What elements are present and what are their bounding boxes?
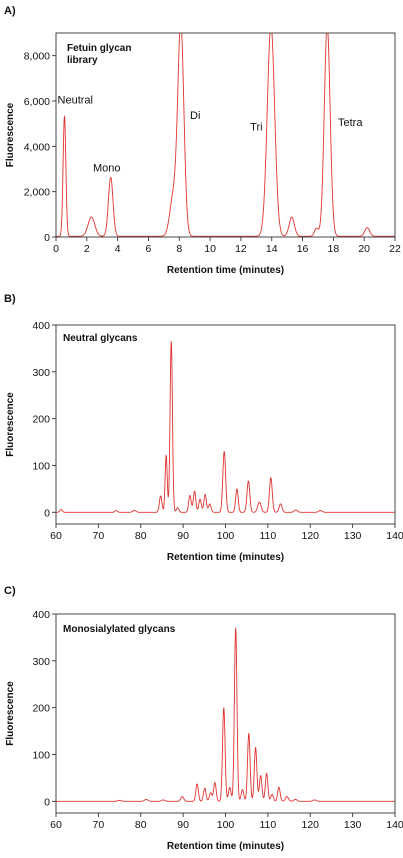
inset-title-line-2: library — [67, 55, 98, 66]
inset-title-line-1: Fetuin glycan — [67, 43, 131, 54]
panel-label-c: C) — [4, 585, 16, 597]
y-tick-label: 0 — [44, 232, 50, 244]
inset-title: Neutral glycans — [63, 333, 138, 344]
x-tick-label: 60 — [50, 530, 62, 542]
x-axis-title: Retention time (minutes) — [167, 552, 284, 563]
y-tick-label: 0 — [44, 507, 50, 519]
panel-label-a: A) — [4, 5, 16, 17]
x-tick-label: 18 — [328, 243, 340, 255]
x-tick-label: 120 — [301, 819, 319, 831]
x-tick-label: 4 — [115, 243, 121, 255]
y-tick-labels: 0 2,000 4,000 6,000 8,000 — [24, 51, 50, 244]
chromatogram-trace — [56, 340, 395, 513]
peak-label: Mono — [93, 162, 121, 174]
x-tick-label: 90 — [177, 530, 189, 542]
chart-panel-a: A) 0 2,000 4,000 6,000 8,000 0 2 4 6 8 10 12 14 16 18… — [4, 5, 401, 276]
y-tick-label: 300 — [32, 367, 50, 379]
x-tick-label: 22 — [389, 243, 401, 255]
x-axis-title: Retention time (minutes) — [167, 265, 284, 276]
x-tick-label: 120 — [301, 530, 319, 542]
plot-frame — [55, 324, 396, 525]
x-tick-label: 130 — [344, 530, 362, 542]
y-tick-label: 100 — [32, 749, 50, 761]
y-tick-label: 200 — [32, 703, 50, 715]
x-tick-label: 0 — [53, 243, 59, 255]
panel-label-b: B) — [4, 293, 16, 305]
x-tick-label: 16 — [297, 243, 309, 255]
y-tick-labels: 0 100 200 300 400 — [32, 609, 50, 808]
axis-ticks — [52, 613, 396, 817]
inset-title-line-1: Neutral glycans — [63, 333, 138, 344]
y-tick-labels: 0 100 200 300 400 — [32, 320, 50, 519]
y-tick-label: 300 — [32, 656, 50, 668]
x-tick-label: 60 — [50, 819, 62, 831]
chromatogram-trace — [56, 33, 395, 237]
peak-label: Tri — [250, 121, 262, 133]
x-tick-label: 8 — [176, 243, 182, 255]
x-tick-label: 80 — [135, 819, 147, 831]
y-tick-label: 400 — [32, 609, 50, 621]
y-tick-label: 0 — [44, 796, 50, 808]
peak-label: Tetra — [338, 117, 363, 129]
x-tick-label: 140 — [386, 819, 403, 831]
y-tick-label: 200 — [32, 414, 50, 426]
x-tick-label: 140 — [386, 530, 403, 542]
y-tick-label: 400 — [32, 320, 50, 332]
plot-frame — [55, 32, 396, 238]
x-tick-label: 6 — [146, 243, 152, 255]
y-tick-label: 100 — [32, 460, 50, 472]
x-tick-labels: 60 70 80 90 100 110 120 130 140 — [50, 530, 403, 542]
peak-label: Neutral — [58, 94, 93, 106]
y-axis-title: Fluorescence — [5, 392, 16, 457]
x-tick-label: 100 — [217, 530, 235, 542]
x-tick-label: 70 — [93, 530, 105, 542]
x-tick-labels: 0 2 4 6 8 10 12 14 16 18 20 22 — [53, 243, 401, 255]
x-tick-label: 20 — [358, 243, 370, 255]
x-tick-label: 80 — [135, 530, 147, 542]
y-tick-label: 4,000 — [24, 141, 50, 153]
x-tick-label: 12 — [235, 243, 247, 255]
x-tick-label: 10 — [204, 243, 216, 255]
peak-label: Di — [190, 110, 200, 122]
x-tick-label: 14 — [266, 243, 278, 255]
y-tick-label: 8,000 — [24, 51, 50, 63]
y-tick-label: 2,000 — [24, 187, 50, 199]
x-tick-label: 110 — [260, 819, 277, 831]
inset-title: Monosialylated glycans — [63, 624, 176, 635]
y-axis-title: Fluorescence — [5, 102, 16, 167]
y-tick-label: 6,000 — [24, 96, 50, 108]
chart-panel-b: B) 0 100 200 300 400 60 70 80 90 100 110 120 130 140… — [4, 293, 403, 563]
inset-title-line-1: Monosialylated glycans — [63, 624, 176, 635]
x-axis-title: Retention time (minutes) — [167, 841, 284, 852]
chart-panel-c: C) 0 100 200 300 400 60 70 80 90 100 110 120 130 140… — [4, 585, 403, 852]
x-tick-label: 2 — [84, 243, 90, 255]
x-tick-label: 100 — [217, 819, 235, 831]
axis-ticks — [52, 55, 396, 241]
x-tick-labels: 60 70 80 90 100 110 120 130 140 — [50, 819, 403, 831]
peak-annotations: Neutral Mono Di Tri Tetra — [58, 94, 364, 174]
x-tick-label: 110 — [260, 530, 277, 542]
axis-ticks — [52, 324, 396, 528]
x-tick-label: 130 — [344, 819, 362, 831]
y-axis-title: Fluorescence — [5, 681, 16, 746]
x-tick-label: 90 — [177, 819, 189, 831]
plot-frame — [55, 613, 396, 814]
chromatogram-trace — [56, 627, 395, 802]
inset-title: Fetuin glycan library — [67, 43, 134, 66]
x-tick-label: 70 — [93, 819, 105, 831]
